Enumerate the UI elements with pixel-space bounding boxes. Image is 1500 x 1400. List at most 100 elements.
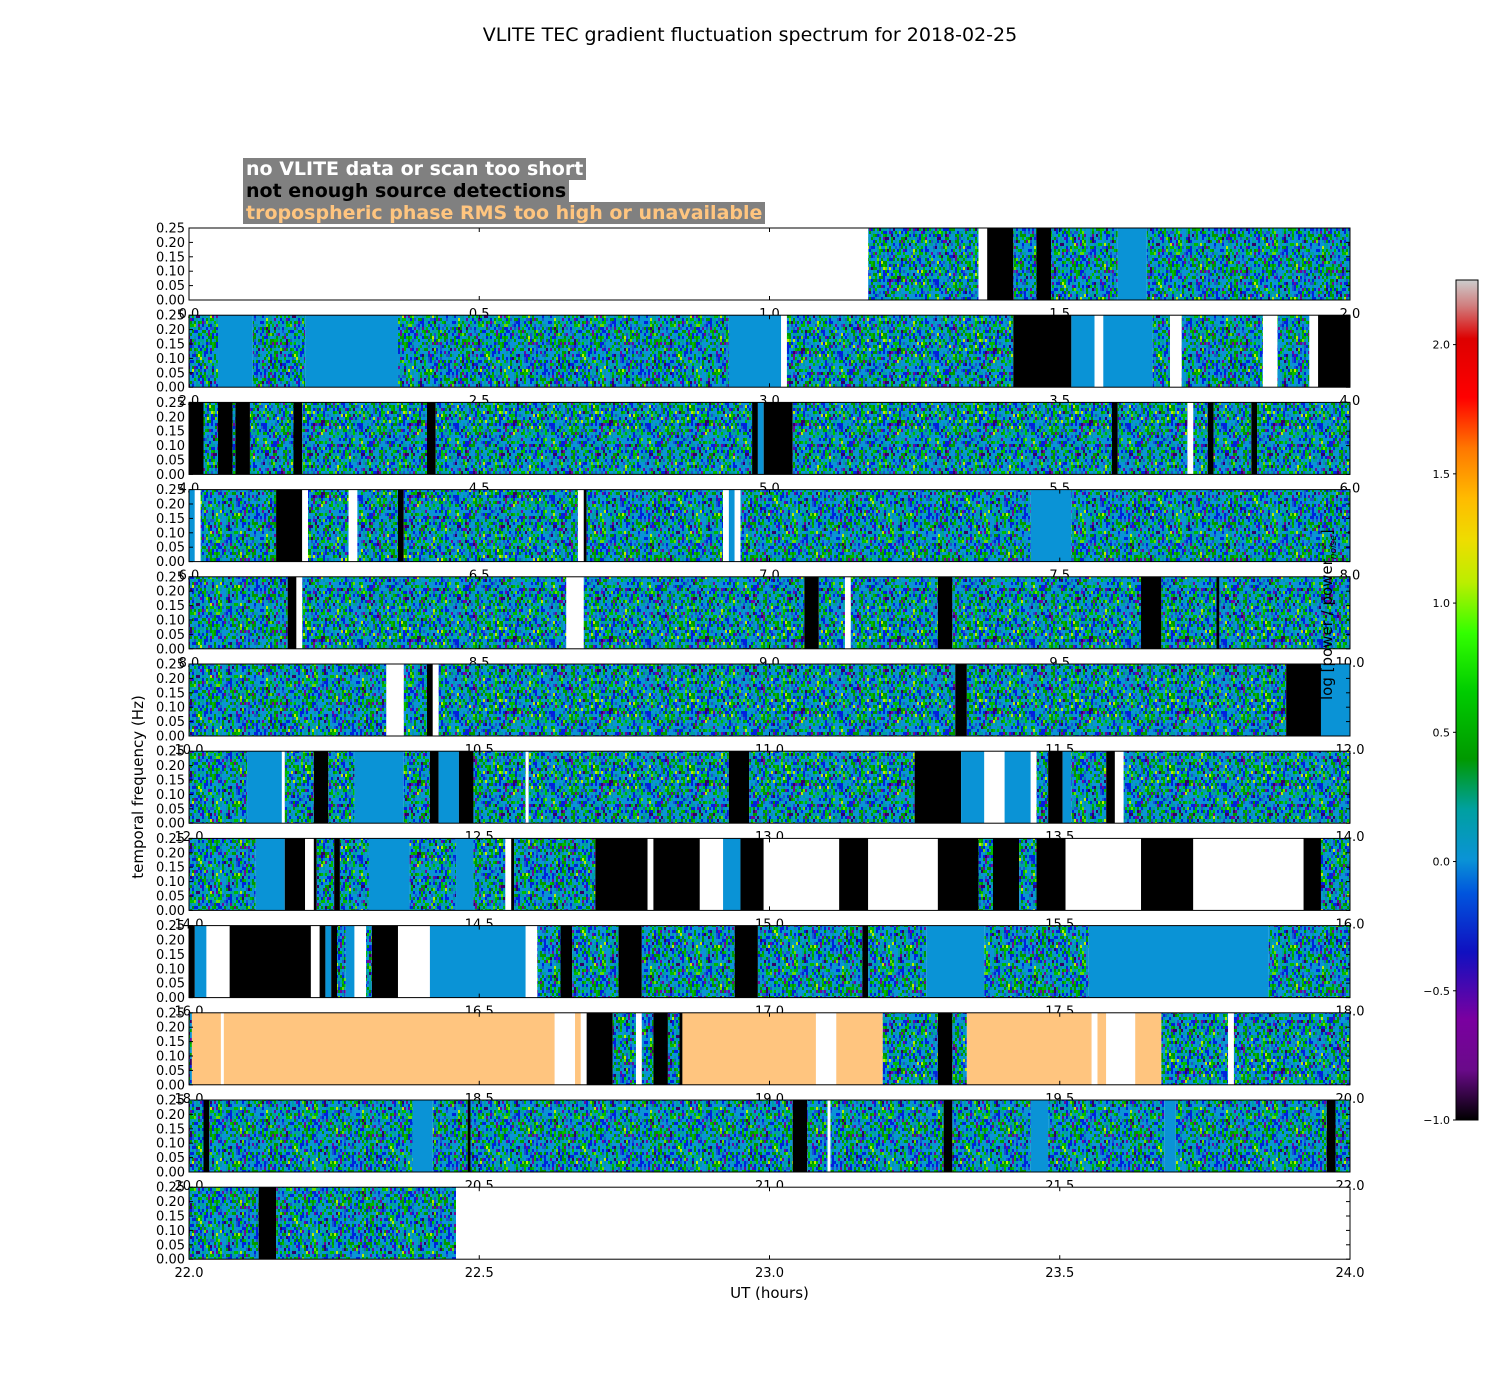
y-tick-label: 0.00 [156, 642, 185, 657]
segment-no_detections [955, 664, 967, 736]
segment-spectrum [978, 838, 993, 911]
segment-flat [194, 925, 207, 998]
segment-spectrum [583, 576, 805, 649]
y-tick-label: 0.15 [156, 948, 185, 963]
y-tick-label: 0.25 [156, 483, 185, 498]
y-tick-label: 0.20 [156, 585, 185, 600]
segment-spectrum [200, 489, 277, 562]
segment-no_data [566, 576, 584, 649]
colorbar-tick-label: −0.5 [1423, 985, 1450, 998]
segment-flat [345, 925, 355, 998]
segment-no_detections [618, 925, 642, 998]
segment-no_data [815, 1012, 837, 1085]
y-tick-label: 0.00 [156, 1253, 185, 1268]
segment-no_detections [595, 838, 648, 911]
segment-no_detections [229, 925, 311, 998]
y-tick-label: 0.10 [156, 526, 185, 541]
segment-tropo [1135, 1012, 1162, 1085]
segment-no_detections [740, 838, 764, 911]
y-tick-label: 0.15 [156, 250, 185, 265]
segment-no_detections [1207, 402, 1214, 475]
y-tick-label: 0.05 [156, 890, 185, 905]
y-tick-label: 0.05 [156, 977, 185, 992]
segment-no_data [220, 1012, 224, 1085]
segment-spectrum [1161, 576, 1217, 649]
y-tick-label: 0.10 [156, 701, 185, 716]
segment-no_detections [653, 838, 700, 911]
segment-spectrum [612, 1012, 636, 1085]
segment-no_detections [1303, 838, 1321, 911]
segment-flat [728, 315, 782, 388]
segment-empty [189, 228, 869, 300]
segment-spectrum [1181, 315, 1263, 388]
y-tick-label: 0.20 [156, 1108, 185, 1123]
segment-no_data [386, 664, 404, 736]
segment-no_data [525, 751, 529, 824]
segment-flat [412, 1100, 433, 1172]
segment-no_data [781, 315, 787, 388]
y-tick-label: 0.10 [156, 1050, 185, 1065]
segment-spectrum [1161, 1012, 1229, 1085]
y-tick-label: 0.25 [156, 745, 185, 760]
segment-spectrum [1051, 228, 1118, 300]
segment-spectrum [830, 1100, 944, 1172]
segment-spectrum [641, 1012, 654, 1085]
y-axis-label: temporal frequency (Hz) [129, 695, 147, 879]
segment-flat [1117, 228, 1147, 300]
segment-no_detections [189, 925, 195, 998]
y-tick-label: 0.05 [156, 1064, 185, 1079]
segment-no_data [525, 925, 538, 998]
segment-flat [1103, 315, 1153, 388]
panel-2.0-4.0: 0.000.050.100.150.200.252.0 2.5 3.0 3.5 4.0 [156, 309, 1360, 410]
segment-spectrum [252, 315, 306, 388]
segment-no_detections [276, 489, 303, 562]
segment-no_data [763, 838, 840, 911]
y-tick-label: 0.10 [156, 1137, 185, 1152]
segment-no_detections [511, 838, 515, 911]
segment-no_data [1094, 315, 1104, 388]
segment-no_data [305, 838, 314, 911]
segment-spectrum [757, 925, 863, 998]
x-axis-label: UT (hours) [730, 1284, 809, 1302]
x-tick-label: 22.5 [465, 1266, 494, 1281]
segment-spectrum [438, 664, 956, 736]
y-tick-label: 0.05 [156, 802, 185, 817]
y-tick-label: 0.15 [156, 774, 185, 789]
segment-spectrum [284, 751, 314, 824]
segment-no_detections [1216, 576, 1220, 649]
segment-no_data [348, 489, 358, 562]
y-tick-label: 0.00 [156, 294, 185, 309]
segment-flat [926, 925, 985, 998]
segment-no_data [1030, 751, 1037, 824]
segment-no_detections [560, 925, 573, 998]
panel-8.0-10.0: 0.000.050.100.150.200.258.0 8.5 9.0 9.5 10.0 [156, 570, 1364, 671]
y-tick-label: 0.15 [156, 686, 185, 701]
segment-no_data [868, 838, 938, 911]
segment-no_data [734, 489, 741, 562]
segment-spectrum [357, 489, 398, 562]
segment-tropo [682, 1012, 816, 1085]
segment-spectrum [537, 925, 561, 998]
segment-no_data [194, 489, 201, 562]
segment-spectrum [1257, 402, 1350, 475]
y-tick-label: 0.05 [156, 279, 185, 294]
segment-spectrum [850, 576, 938, 649]
segment-no_detections [1326, 1100, 1336, 1172]
segment-no_data [1091, 1012, 1098, 1085]
segment-spectrum [276, 1187, 457, 1260]
y-tick-label: 0.20 [156, 1195, 185, 1210]
x-tick-label: 24.0 [1336, 1266, 1365, 1281]
segment-spectrum [209, 1100, 413, 1172]
panel-22.0-24.0: 0.000.050.100.150.200.25 22.0 22.5 23.0 23.5… [156, 1181, 1364, 1282]
y-tick-label: 0.10 [156, 875, 185, 890]
colorbar-label: log [power / powernoise] [1318, 529, 1339, 700]
segment-spectrum [249, 402, 294, 475]
segment-spectrum [308, 489, 349, 562]
segment-spectrum [1071, 489, 1350, 562]
y-tick-label: 0.15 [156, 1035, 185, 1050]
segment-no_data [1193, 838, 1304, 911]
segment-spectrum [786, 315, 1014, 388]
segment-spectrum [984, 925, 1089, 998]
segment-no_detections [862, 925, 869, 998]
